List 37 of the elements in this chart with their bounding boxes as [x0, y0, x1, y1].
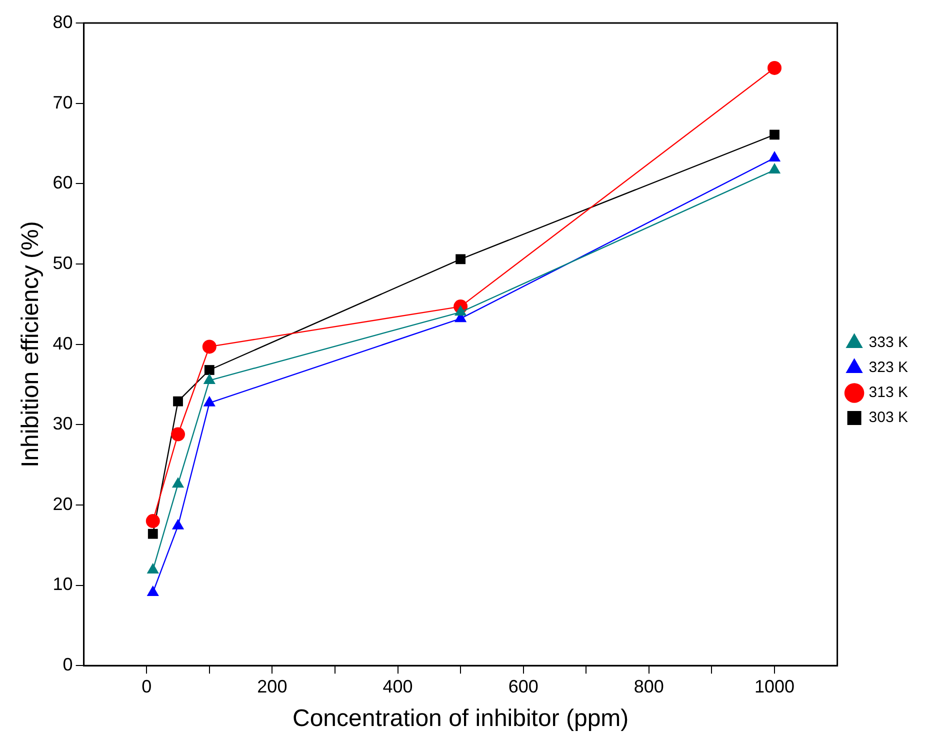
point [768, 60, 782, 75]
point [173, 396, 183, 406]
x-tick-label: 200 [257, 676, 288, 696]
legend-label: 313 K [868, 384, 908, 402]
legend-label: 323 K [868, 359, 908, 376]
point [148, 528, 158, 539]
x-axis-title: Concentration of inhibitor (ppm) [292, 705, 629, 732]
x-tick-label: 0 [142, 676, 152, 696]
y-tick-label: 40 [52, 333, 73, 354]
legend-label: 333 K [868, 334, 908, 352]
point [454, 305, 467, 316]
point [456, 254, 466, 264]
point [204, 365, 214, 375]
point [202, 340, 216, 354]
point [770, 130, 780, 140]
point [146, 514, 160, 528]
point [203, 373, 216, 384]
point [172, 477, 184, 488]
y-tick-label: 50 [52, 252, 73, 273]
point [146, 563, 159, 574]
y-tick-label: 70 [52, 92, 73, 112]
y-tick-label: 30 [52, 414, 73, 434]
y-tick-label: 60 [52, 172, 73, 193]
point [146, 586, 159, 596]
x-tick-label: 400 [382, 676, 413, 696]
y-tick-label: 10 [52, 574, 73, 594]
x-tick-label: 600 [508, 676, 538, 696]
legend-label: 303 K [868, 409, 908, 426]
y-tick-label: 20 [52, 494, 73, 514]
point [171, 427, 186, 442]
y-tick-label: 80 [52, 12, 73, 32]
point [203, 396, 216, 406]
point [172, 518, 184, 530]
y-tick-label: 0 [62, 654, 73, 675]
x-tick-label: 1000 [754, 676, 795, 696]
y-axis-title: Inhibition efficiency (%) [17, 221, 44, 468]
x-tick-label: 800 [634, 676, 664, 696]
